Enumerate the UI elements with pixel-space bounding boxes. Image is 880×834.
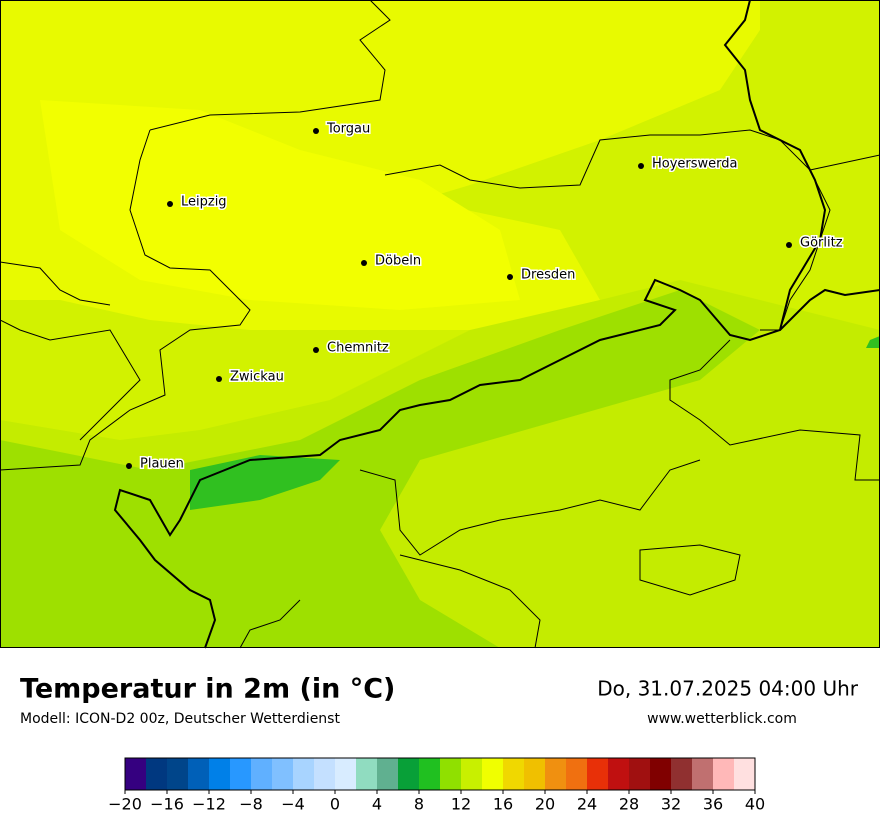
colorbar-tick-label: 40 [745, 795, 765, 814]
colorbar-tick-label: 28 [619, 795, 639, 814]
city-dot [126, 463, 132, 469]
colorbar-segment [272, 758, 294, 790]
colorbar-segment [650, 758, 672, 790]
colorbar-segment [587, 758, 609, 790]
date: Do, 31.07.2025 04:00 Uhr [597, 677, 859, 701]
city-label: Chemnitz [327, 341, 389, 356]
colorbar-frame [124, 757, 756, 791]
colorbar-segment [398, 758, 420, 790]
city-label: Dresden [521, 268, 575, 283]
colorbar-segment [482, 758, 504, 790]
colorbar-segment [461, 758, 483, 790]
colorbar-tick-label: −4 [281, 795, 305, 814]
colorbar-segment [503, 758, 525, 790]
city-label: Leipzig [181, 195, 227, 210]
colorbar-segment [545, 758, 567, 790]
colorbar-tick-label: 16 [493, 795, 513, 814]
title: Temperatur in 2m (in °C) [20, 674, 395, 705]
colorbar-segment [566, 758, 588, 790]
colorbar-tick-label: 24 [577, 795, 597, 814]
city-dot [313, 347, 319, 353]
city-label: Plauen [140, 457, 184, 472]
colorbar-segment [251, 758, 273, 790]
colorbar-tick-label: 8 [414, 795, 424, 814]
city-dot [313, 128, 319, 134]
colorbar-tick-label: 36 [703, 795, 723, 814]
city-label: Görlitz [800, 236, 843, 251]
colorbar-tick-label: 4 [372, 795, 382, 814]
colorbar-segment [734, 758, 756, 790]
colorbar-tick-label: 32 [661, 795, 681, 814]
city-label: Torgau [326, 122, 370, 137]
colorbar-segment [167, 758, 189, 790]
colorbar-segment [419, 758, 441, 790]
city-dot [216, 376, 222, 382]
website[interactable]: www.wetterblick.com [647, 711, 797, 727]
colorbar-segment [188, 758, 210, 790]
colorbar-segment [230, 758, 252, 790]
colorbar-tick-label: −16 [150, 795, 184, 814]
colorbar-segment [671, 758, 693, 790]
map [0, 0, 880, 649]
colorbar-segment [293, 758, 315, 790]
colorbar-segment [377, 758, 399, 790]
city-markers: Torgau Leipzig Döbeln Dresden Hoyerswerd… [126, 120, 844, 473]
colorbar-segment [125, 758, 147, 790]
colorbar-segment [335, 758, 357, 790]
colorbar-segment [608, 758, 630, 790]
colorbar-segment [314, 758, 336, 790]
city-dot [638, 163, 644, 169]
colorbar-tick-label: 0 [330, 795, 340, 814]
colorbar-segment [440, 758, 462, 790]
colorbar-segment [629, 758, 651, 790]
colorbar-tick-label: 20 [535, 795, 555, 814]
colorbar-segment [209, 758, 231, 790]
colorbar-segment [524, 758, 546, 790]
colorbar-segment [713, 758, 735, 790]
colorbar-segment [146, 758, 168, 790]
colorbar-tick-label: −12 [192, 795, 226, 814]
city-label: Hoyerswerda [652, 157, 738, 172]
city-dot [361, 260, 367, 266]
city-label: Döbeln [375, 254, 421, 269]
colorbar-tick-label: −8 [239, 795, 263, 814]
colorbar-tick-label: 12 [451, 795, 471, 814]
city-dot [167, 201, 173, 207]
colorbar-segment [692, 758, 714, 790]
city-label: Zwickau [230, 370, 284, 385]
city-dot [786, 242, 792, 248]
colorbar-tick-label: −20 [108, 795, 142, 814]
subtitle: Modell: ICON-D2 00z, Deutscher Wetterdie… [20, 711, 340, 727]
colorbar-segment [356, 758, 378, 790]
city-dot [507, 274, 513, 280]
colorbar: −20 −16 −12 −8 −4 0 4 8 12 16 20 24 28 32 36 40 [108, 757, 765, 814]
